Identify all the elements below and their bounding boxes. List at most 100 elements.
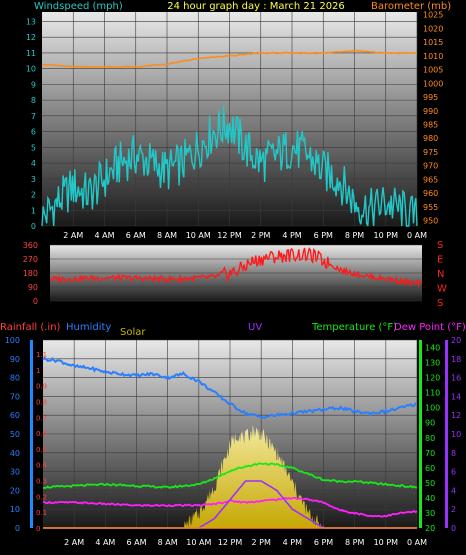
direction-tick-label: 360 [23, 241, 38, 250]
temperature-tick-label: 100 [425, 404, 440, 413]
uv-tick-label: 20 [451, 336, 461, 345]
compass-label: E [437, 255, 443, 266]
wind-tick-label: 9 [31, 80, 36, 89]
uv-tick-label: 14 [451, 392, 461, 401]
wind-x-tick-label: 10 AM [186, 231, 211, 240]
wind-x-tick-label: 4 AM [94, 231, 114, 240]
wind-tick-label: 11 [26, 49, 36, 58]
uv-legend: UV [248, 322, 262, 333]
uv-tick-label: 10 [451, 430, 461, 439]
climate-x-tick-label: 2 PM [251, 538, 270, 547]
climate-x-tick-label: 2 AM [64, 538, 84, 547]
wind-x-tick-label: 8 AM [157, 231, 177, 240]
rain-tick-label: 0.9 [36, 383, 47, 391]
wind-x-ticks: 2 AM 4 AM 6 AM 8 AM 10 AM 12 PM 2 PM 4 PM 6 PM 8 … [63, 231, 427, 240]
uv-tick-label: 6 [451, 468, 456, 477]
baro-tick-label: 1005 [423, 66, 443, 75]
baro-tick-label: 1015 [423, 38, 443, 47]
climate-x-tick-label: 10 PM [374, 538, 399, 547]
compass-label: N [437, 269, 444, 280]
uv-tick-label: 4 [451, 486, 456, 495]
temperature-tick-label: 90 [425, 419, 435, 428]
compass-label: S [437, 298, 443, 309]
climate-x-tick-label: 0 AM [407, 538, 427, 547]
baro-tick-label: 965 [423, 175, 438, 184]
percent-tick-label: 50 [10, 430, 20, 439]
chart-title: 24 hour graph day : March 21 2026 [167, 1, 345, 12]
direction-tick-label: 270 [23, 255, 38, 264]
baro-tick-label: 985 [423, 120, 438, 129]
wind-tick-label: 12 [26, 33, 36, 42]
wind-tick-label: 4 [31, 159, 36, 168]
percent-tick-label: 80 [10, 374, 20, 383]
windspeed-series-line [41, 105, 418, 227]
humidity-series-line [42, 356, 418, 420]
climate-x-ticks: 2 AM 4 AM 6 AM 8 AM 10 AM 12 PM 2 PM 4 PM 6 PM 8 … [64, 538, 427, 547]
temperature-axis-ticks: 20 30 40 50 60 70 80 90 100 110 120 130 140 [425, 344, 440, 533]
direction-tick-label: 90 [28, 283, 38, 292]
wind-x-tick-label: 2 AM [63, 231, 83, 240]
uv-tick-label: 2 [451, 505, 456, 514]
direction-tick-label: 0 [33, 297, 38, 306]
climate-x-tick-label: 4 AM [95, 538, 115, 547]
rain-tick-label: 0.8 [36, 398, 47, 406]
wind-x-tick-label: 12 PM [217, 231, 242, 240]
wind-tick-label: 2 [31, 191, 36, 200]
climate-x-tick-label: 8 PM [345, 538, 364, 547]
temp-axis-bar [419, 340, 422, 528]
wind-x-tick-label: 0 AM [407, 231, 427, 240]
wind-x-tick-label: 6 PM [314, 231, 333, 240]
temperature-tick-label: 70 [425, 449, 435, 458]
temperature-tick-label: 60 [425, 464, 435, 473]
percent-tick-label: 20 [10, 486, 20, 495]
uv-tick-label: 12 [451, 411, 461, 420]
percent-tick-label: 60 [10, 411, 20, 420]
baro-tick-label: 1010 [423, 52, 443, 61]
climate-x-tick-label: 10 AM [186, 538, 211, 547]
percent-axis-ticks: 0 10 20 30 40 50 60 70 80 90 100 [5, 336, 20, 533]
rain-tick-label: 1.1 [36, 351, 47, 359]
uv-axis-bar [445, 340, 448, 528]
temperature-tick-label: 40 [425, 494, 435, 503]
dewpoint-legend: Dew Point (°F) [394, 322, 466, 333]
temperature-tick-label: 130 [425, 359, 440, 368]
percent-tick-label: 30 [10, 468, 20, 477]
temperature-tick-label: 20 [425, 524, 435, 533]
baro-tick-label: 955 [423, 203, 438, 212]
baro-tick-label: 1020 [423, 24, 443, 33]
baro-tick-label: 1000 [423, 79, 443, 88]
wind-tick-label: 3 [31, 175, 36, 184]
baro-tick-label: 970 [423, 162, 438, 171]
rain-legend: Rainfall (.in) [0, 322, 61, 333]
barometer-series-line [41, 49, 418, 69]
rain-tick-label: 0.5 [36, 446, 47, 454]
uv-tick-label: 0 [451, 524, 456, 533]
temperature-tick-label: 30 [425, 509, 435, 518]
temperature-tick-label: 110 [425, 389, 440, 398]
wind-x-tick-label: 2 PM [251, 231, 270, 240]
baro-tick-label: 960 [423, 189, 438, 198]
wind-tick-label: 7 [31, 112, 36, 121]
baro-tick-label: 990 [423, 107, 438, 116]
temperature-tick-label: 50 [425, 479, 435, 488]
wind-tick-label: 10 [26, 65, 36, 74]
temperature-legend: Temperature (°F) [311, 322, 397, 333]
rain-axis-bar [30, 340, 33, 528]
temperature-tick-label: 140 [425, 344, 440, 353]
wind-direction-series-line [49, 247, 423, 289]
wind-tick-label: 13 [26, 17, 36, 26]
climate-x-tick-label: 6 PM [314, 538, 333, 547]
percent-tick-label: 10 [10, 505, 20, 514]
rain-tick-label: 0.3 [36, 478, 47, 486]
wind-x-tick-label: 4 PM [282, 231, 301, 240]
temperature-tick-label: 120 [425, 374, 440, 383]
wind-tick-label: 6 [31, 128, 36, 137]
baro-axis-ticks: 950 955 960 965 970 975 980 985 990 995 1000 1005 10… [423, 11, 443, 226]
rain-tick-label: 0.1 [36, 509, 47, 517]
rain-axis-ticks: 0 0.1 0.2 0.3 0.4 0.5 0.6 0.7 0.8 0.9 1 1.1 [36, 351, 48, 533]
percent-tick-label: 40 [10, 449, 20, 458]
climate-x-tick-label: 8 AM [158, 538, 178, 547]
direction-tick-label: 180 [23, 269, 38, 278]
percent-tick-label: 90 [10, 355, 20, 364]
rain-tick-label: 0.2 [36, 493, 47, 501]
